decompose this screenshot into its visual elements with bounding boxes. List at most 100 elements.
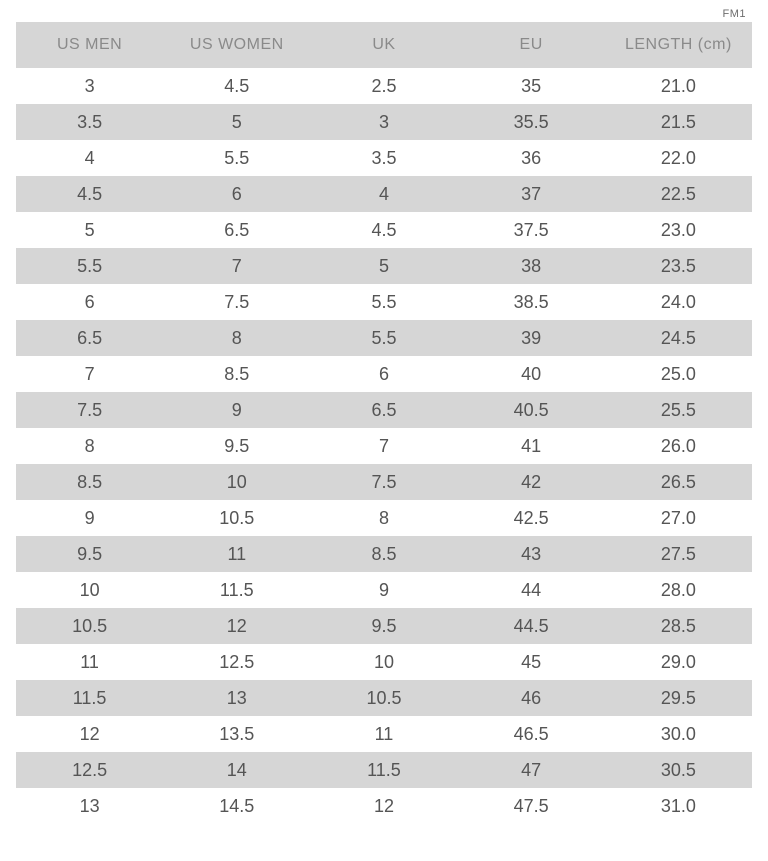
table-cell: 10.5 [310, 680, 457, 716]
table-row: 1213.51146.530.0 [16, 716, 752, 752]
table-cell: 38.5 [458, 284, 605, 320]
table-cell: 21.5 [605, 104, 752, 140]
table-cell: 6.5 [16, 320, 163, 356]
table-row: 1011.594428.0 [16, 572, 752, 608]
table-cell: 9 [163, 392, 310, 428]
table-cell: 23.0 [605, 212, 752, 248]
table-row: 10.5129.544.528.5 [16, 608, 752, 644]
table-cell: 22.5 [605, 176, 752, 212]
table-cell: 28.5 [605, 608, 752, 644]
table-row: 89.574126.0 [16, 428, 752, 464]
table-cell: 10.5 [16, 608, 163, 644]
table-row: 5.5753823.5 [16, 248, 752, 284]
col-us-men: US MEN [16, 22, 163, 68]
table-cell: 5.5 [163, 140, 310, 176]
table-cell: 38 [458, 248, 605, 284]
table-cell: 7 [310, 428, 457, 464]
table-cell: 6 [163, 176, 310, 212]
table-cell: 35.5 [458, 104, 605, 140]
table-cell: 42.5 [458, 500, 605, 536]
table-cell: 12 [163, 608, 310, 644]
table-cell: 30.5 [605, 752, 752, 788]
table-cell: 14.5 [163, 788, 310, 824]
table-cell: 8 [16, 428, 163, 464]
table-cell: 40 [458, 356, 605, 392]
table-cell: 44 [458, 572, 605, 608]
table-cell: 46.5 [458, 716, 605, 752]
top-label: FM1 [16, 8, 752, 22]
table-cell: 7.5 [163, 284, 310, 320]
table-cell: 9.5 [16, 536, 163, 572]
table-cell: 7.5 [16, 392, 163, 428]
table-cell: 43 [458, 536, 605, 572]
table-cell: 45 [458, 644, 605, 680]
table-cell: 37.5 [458, 212, 605, 248]
table-row: 6.585.53924.5 [16, 320, 752, 356]
table-row: 78.564025.0 [16, 356, 752, 392]
table-cell: 39 [458, 320, 605, 356]
table-cell: 9.5 [163, 428, 310, 464]
table-row: 1112.5104529.0 [16, 644, 752, 680]
table-cell: 26.5 [605, 464, 752, 500]
table-row: 7.596.540.525.5 [16, 392, 752, 428]
table-cell: 40.5 [458, 392, 605, 428]
table-cell: 41 [458, 428, 605, 464]
table-cell: 9.5 [310, 608, 457, 644]
table-cell: 24.5 [605, 320, 752, 356]
table-cell: 6.5 [163, 212, 310, 248]
table-cell: 5 [16, 212, 163, 248]
col-eu: EU [458, 22, 605, 68]
table-cell: 37 [458, 176, 605, 212]
table-cell: 3.5 [16, 104, 163, 140]
table-row: 1314.51247.531.0 [16, 788, 752, 824]
table-cell: 28.0 [605, 572, 752, 608]
table-cell: 7 [163, 248, 310, 284]
table-cell: 12.5 [163, 644, 310, 680]
table-cell: 13 [16, 788, 163, 824]
table-cell: 11.5 [163, 572, 310, 608]
table-cell: 7 [16, 356, 163, 392]
table-cell: 14 [163, 752, 310, 788]
table-cell: 26.0 [605, 428, 752, 464]
table-cell: 5.5 [310, 320, 457, 356]
table-cell: 36 [458, 140, 605, 176]
col-uk: UK [310, 22, 457, 68]
table-cell: 35 [458, 68, 605, 104]
table-cell: 5 [163, 104, 310, 140]
table-cell: 8 [310, 500, 457, 536]
table-cell: 5 [310, 248, 457, 284]
table-cell: 6.5 [310, 392, 457, 428]
table-cell: 4 [16, 140, 163, 176]
table-cell: 11 [16, 644, 163, 680]
table-cell: 46 [458, 680, 605, 716]
table-row: 910.5842.527.0 [16, 500, 752, 536]
table-cell: 24.0 [605, 284, 752, 320]
table-cell: 10 [163, 464, 310, 500]
table-row: 45.53.53622.0 [16, 140, 752, 176]
table-row: 4.5643722.5 [16, 176, 752, 212]
col-us-women: US WOMEN [163, 22, 310, 68]
table-cell: 5.5 [310, 284, 457, 320]
table-cell: 29.5 [605, 680, 752, 716]
table-row: 8.5107.54226.5 [16, 464, 752, 500]
table-cell: 12.5 [16, 752, 163, 788]
table-cell: 10.5 [163, 500, 310, 536]
table-row: 67.55.538.524.0 [16, 284, 752, 320]
table-cell: 4.5 [16, 176, 163, 212]
table-cell: 11.5 [16, 680, 163, 716]
table-cell: 3 [16, 68, 163, 104]
table-cell: 47.5 [458, 788, 605, 824]
table-cell: 21.0 [605, 68, 752, 104]
table-cell: 10 [16, 572, 163, 608]
table-cell: 22.0 [605, 140, 752, 176]
table-cell: 6 [16, 284, 163, 320]
table-cell: 11 [163, 536, 310, 572]
table-cell: 30.0 [605, 716, 752, 752]
table-row: 11.51310.54629.5 [16, 680, 752, 716]
table-cell: 8.5 [310, 536, 457, 572]
table-row: 9.5118.54327.5 [16, 536, 752, 572]
table-cell: 25.5 [605, 392, 752, 428]
table-cell: 4 [310, 176, 457, 212]
table-cell: 8.5 [163, 356, 310, 392]
table-cell: 4.5 [163, 68, 310, 104]
